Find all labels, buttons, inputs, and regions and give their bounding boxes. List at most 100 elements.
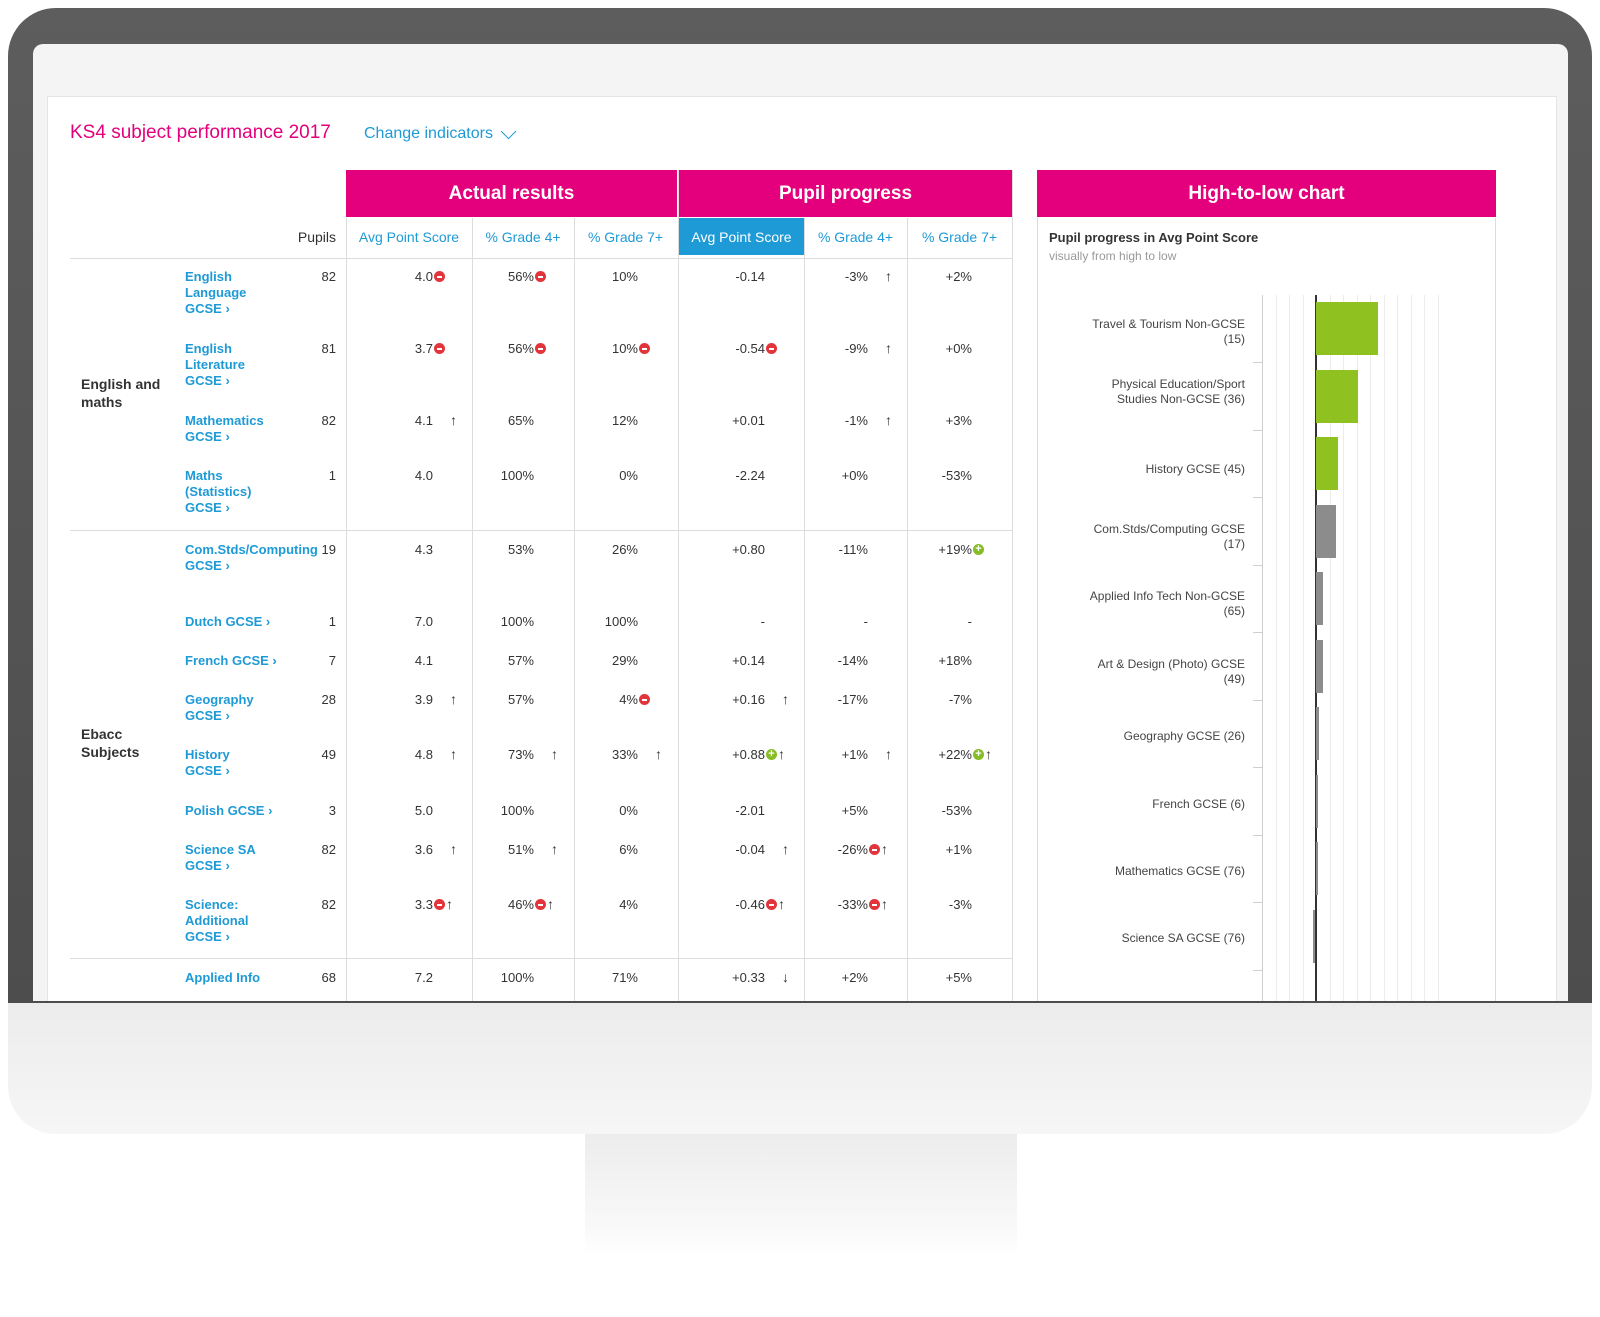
subject-link[interactable]: French GCSE › (185, 653, 277, 668)
pupils-count: 28 (321, 692, 336, 707)
performance-card: KS4 subject performance 2017 Change indi… (47, 96, 1557, 1001)
col-divider (1012, 170, 1013, 1001)
pupils-count: 82 (321, 842, 336, 857)
chart-bar[interactable] (1316, 639, 1323, 693)
col-pupils: Pupils (297, 228, 336, 245)
subject-link[interactable]: Dutch GCSE › (185, 614, 271, 629)
subject-link[interactable]: Geography GCSE › (185, 692, 254, 723)
cell-value: +1% (841, 747, 868, 762)
cell-value: 3.6 (414, 842, 433, 857)
subject-link[interactable]: History GCSE › (185, 747, 230, 778)
subject-link[interactable]: Mathematics GCSE › (185, 413, 264, 444)
cell-value: 51% (507, 842, 534, 857)
col-progress-g4[interactable]: % Grade 4+ (817, 228, 894, 245)
cell-value: +1% (945, 842, 972, 857)
pupils-count: 1 (328, 468, 336, 483)
above-average-icon (973, 542, 984, 556)
subject-link[interactable]: English Literature GCSE › (185, 341, 245, 388)
col-actual-g7[interactable]: % Grade 7+ (587, 228, 664, 245)
cell-value: 100% (604, 614, 638, 629)
chart-tick (1253, 632, 1262, 633)
chart-note: visually from high to low (1049, 249, 1177, 263)
cell-pg4: -1% ↑ (808, 412, 908, 429)
cell-pg4: - (808, 614, 908, 630)
subject-link[interactable]: Science: Additional GCSE › (185, 897, 249, 944)
cell-pg4: +5% (808, 803, 908, 819)
cell-pg7: +1% (912, 842, 1012, 858)
chart-bar[interactable] (1316, 774, 1318, 828)
chart-bar[interactable] (1316, 369, 1358, 423)
cell-pg7: +19% (912, 542, 1012, 558)
pupils-count: 68 (321, 970, 336, 985)
subject-link[interactable]: Polish GCSE › (185, 803, 273, 818)
subject-link[interactable]: Applied Info (185, 970, 261, 985)
cell-value: 7.2 (414, 970, 433, 985)
cell-value: 100% (500, 468, 534, 483)
cell-value: +0.14 (732, 653, 765, 668)
chart-gridline (1343, 295, 1344, 1001)
cell-value: +18% (938, 653, 972, 668)
section-label: Ebacc Subjects (81, 726, 140, 760)
bar-label: French GCSE (6) (1152, 797, 1245, 811)
cell-value: 4.1 (414, 653, 433, 668)
pupils-count: 49 (321, 747, 336, 762)
section-label: English and maths (81, 376, 161, 410)
bar-label: Science SA GCSE (76) (1121, 931, 1245, 945)
arrow-up-icon: ↑ (985, 746, 992, 762)
cell-value: +2% (945, 269, 972, 284)
arrow-up-icon: ↑ (778, 896, 785, 912)
subject-link[interactable]: English Language GCSE › (185, 269, 247, 316)
cell-value: 0% (619, 468, 638, 483)
cell-value: -33% (837, 897, 868, 912)
chart-bar[interactable] (1316, 572, 1323, 625)
change-indicators-label: Change indicators (364, 125, 493, 142)
chart-bar[interactable] (1316, 707, 1319, 760)
cell-value: +0.16 (732, 692, 765, 707)
cell-value: 3.9 (414, 692, 433, 707)
cell-g7: 0% (578, 803, 678, 819)
arrow-up-icon: ↑ (450, 691, 457, 707)
col-progress-g7[interactable]: % Grade 7+ (921, 228, 998, 245)
cell-value: +22% (938, 747, 972, 762)
col-progress-aps[interactable]: Avg Point Score (679, 218, 804, 255)
cell-value: +0% (945, 341, 972, 356)
cell-value: 6% (619, 842, 638, 857)
cell-g4: 100% (474, 803, 574, 819)
chart-bar[interactable] (1316, 504, 1337, 558)
cell-value: - (967, 614, 972, 629)
cell-value: - (760, 614, 765, 629)
chart-bar[interactable] (1316, 302, 1379, 355)
pupils-count: 82 (321, 413, 336, 428)
below-average-icon (535, 899, 546, 910)
cell-value: -17% (837, 692, 868, 707)
chart-bar[interactable] (1313, 909, 1315, 963)
above-average-icon (973, 747, 984, 761)
cell-value: -1% (844, 413, 868, 428)
col-actual-g4[interactable]: % Grade 4+ (485, 228, 561, 245)
cell-pg4: +2% (808, 970, 908, 986)
monitor-stand (585, 1130, 1017, 1255)
cell-g7: 0% (578, 468, 678, 484)
chart-tick (1253, 767, 1262, 768)
cell-value: +5% (841, 803, 868, 818)
cell-aps: 3.3 ↑ (373, 896, 473, 913)
cell-value: +2% (841, 970, 868, 985)
cell-value: 46% (507, 897, 534, 912)
chart-bar[interactable] (1316, 842, 1318, 895)
cell-value: -14% (837, 653, 868, 668)
change-indicators-dropdown[interactable]: Change indicators (364, 123, 517, 143)
cell-aps: 4.3 (373, 542, 473, 558)
subject-link[interactable]: Maths (Statistics) GCSE › (185, 468, 252, 515)
chart-bar[interactable] (1316, 437, 1338, 490)
cell-value: 26% (611, 542, 638, 557)
cell-g7: 12% (578, 413, 678, 429)
col-actual-aps[interactable]: Avg Point Score (358, 228, 460, 245)
cell-pg4: -3% ↑ (808, 268, 908, 285)
below-average-icon (766, 343, 777, 354)
cell-value: +0.33 (732, 970, 765, 985)
bar-label: Applied Info Tech Non-GCSE (65) (1089, 589, 1245, 618)
pupils-count: 19 (321, 542, 336, 557)
subject-link[interactable]: Science SA GCSE › (185, 842, 256, 873)
col-divider (346, 218, 347, 1001)
subject-link[interactable]: Com.Stds/Computing GCSE › (185, 542, 318, 573)
